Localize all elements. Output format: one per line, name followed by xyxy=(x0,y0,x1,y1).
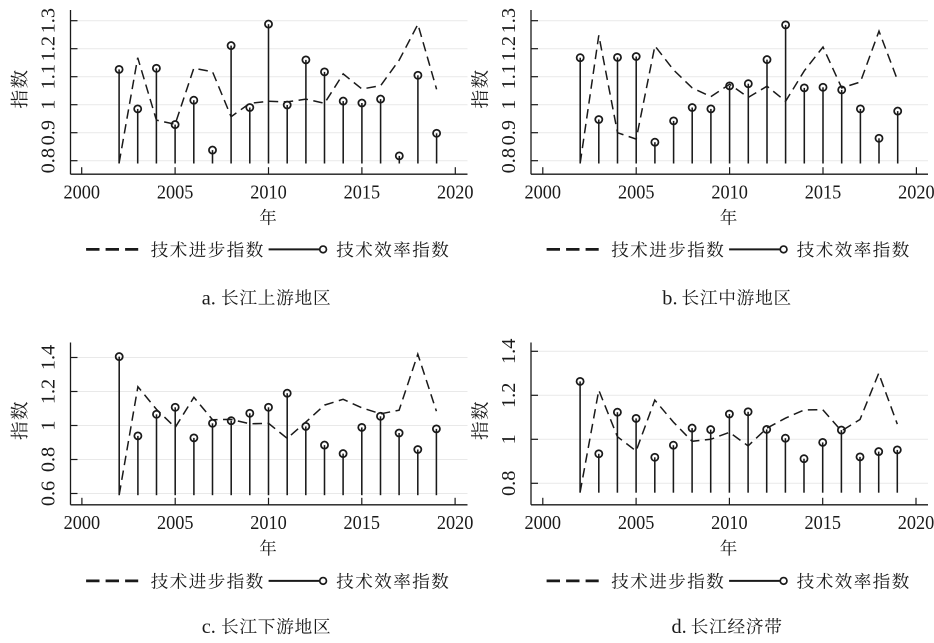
svg-text:2020: 2020 xyxy=(898,181,934,203)
svg-text:2000: 2000 xyxy=(525,181,562,203)
svg-text:1: 1 xyxy=(37,420,59,430)
svg-text:1.2: 1.2 xyxy=(37,379,59,404)
svg-text:2010: 2010 xyxy=(250,181,287,203)
svg-text:2005: 2005 xyxy=(157,512,194,534)
svg-text:2000: 2000 xyxy=(63,181,100,203)
svg-text:1.3: 1.3 xyxy=(498,8,520,33)
svg-text:1.2: 1.2 xyxy=(498,383,520,408)
svg-text:2015: 2015 xyxy=(344,181,381,203)
svg-text:1: 1 xyxy=(37,100,59,110)
svg-text:1.2: 1.2 xyxy=(498,36,520,61)
svg-text:1: 1 xyxy=(498,100,520,110)
svg-text:b.: b. xyxy=(662,287,677,309)
svg-text:0.8: 0.8 xyxy=(37,148,59,173)
svg-text:d.: d. xyxy=(672,616,687,638)
svg-text:1.4: 1.4 xyxy=(498,339,520,364)
svg-text:2010: 2010 xyxy=(250,512,287,534)
svg-text:0.8: 0.8 xyxy=(498,148,520,173)
svg-text:0.8: 0.8 xyxy=(498,471,520,496)
svg-text:2010: 2010 xyxy=(711,181,748,203)
svg-text:1: 1 xyxy=(498,434,520,444)
svg-text:1.1: 1.1 xyxy=(37,64,59,89)
svg-text:2005: 2005 xyxy=(618,181,655,203)
svg-text:1.1: 1.1 xyxy=(498,64,520,89)
svg-text:1.3: 1.3 xyxy=(37,8,59,33)
svg-text:1.2: 1.2 xyxy=(37,36,59,61)
svg-text:c.: c. xyxy=(202,616,216,638)
svg-text:2000: 2000 xyxy=(525,512,562,534)
svg-text:2020: 2020 xyxy=(437,512,474,534)
svg-text:2010: 2010 xyxy=(711,512,748,534)
svg-text:0.6: 0.6 xyxy=(37,481,59,506)
svg-text:2015: 2015 xyxy=(804,512,841,534)
svg-text:1.4: 1.4 xyxy=(37,345,59,370)
svg-text:2005: 2005 xyxy=(618,512,655,534)
svg-text:2015: 2015 xyxy=(805,181,842,203)
svg-text:2000: 2000 xyxy=(64,512,101,534)
svg-text:2020: 2020 xyxy=(898,512,934,534)
svg-text:0.9: 0.9 xyxy=(37,120,59,145)
svg-text:a.: a. xyxy=(202,287,216,309)
svg-text:2015: 2015 xyxy=(344,512,381,534)
svg-text:2005: 2005 xyxy=(157,181,194,203)
svg-text:0.9: 0.9 xyxy=(498,120,520,145)
svg-text:0.8: 0.8 xyxy=(37,447,59,472)
svg-text:2020: 2020 xyxy=(437,181,474,203)
